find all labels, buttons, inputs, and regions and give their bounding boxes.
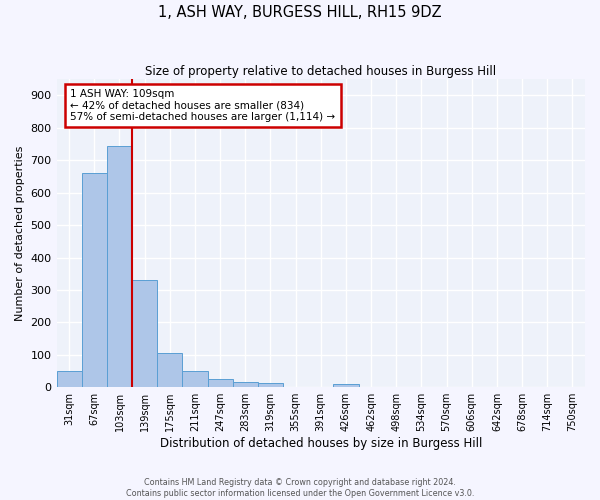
Y-axis label: Number of detached properties: Number of detached properties (15, 146, 25, 321)
X-axis label: Distribution of detached houses by size in Burgess Hill: Distribution of detached houses by size … (160, 437, 482, 450)
Bar (258, 384, 283, 387)
Title: Size of property relative to detached houses in Burgess Hill: Size of property relative to detached ho… (145, 65, 496, 78)
Bar (233, 382, 258, 387)
Bar (82, 173, 107, 387)
Bar (334, 384, 359, 387)
Text: 1, ASH WAY, BURGESS HILL, RH15 9DZ: 1, ASH WAY, BURGESS HILL, RH15 9DZ (158, 5, 442, 20)
Bar (182, 371, 208, 387)
Bar (132, 280, 157, 387)
Bar (56, 371, 82, 387)
Bar (157, 353, 182, 387)
Text: Contains HM Land Registry data © Crown copyright and database right 2024.
Contai: Contains HM Land Registry data © Crown c… (126, 478, 474, 498)
Bar (208, 379, 233, 387)
Bar (107, 146, 132, 387)
Text: 1 ASH WAY: 109sqm
← 42% of detached houses are smaller (834)
57% of semi-detache: 1 ASH WAY: 109sqm ← 42% of detached hous… (70, 89, 335, 122)
